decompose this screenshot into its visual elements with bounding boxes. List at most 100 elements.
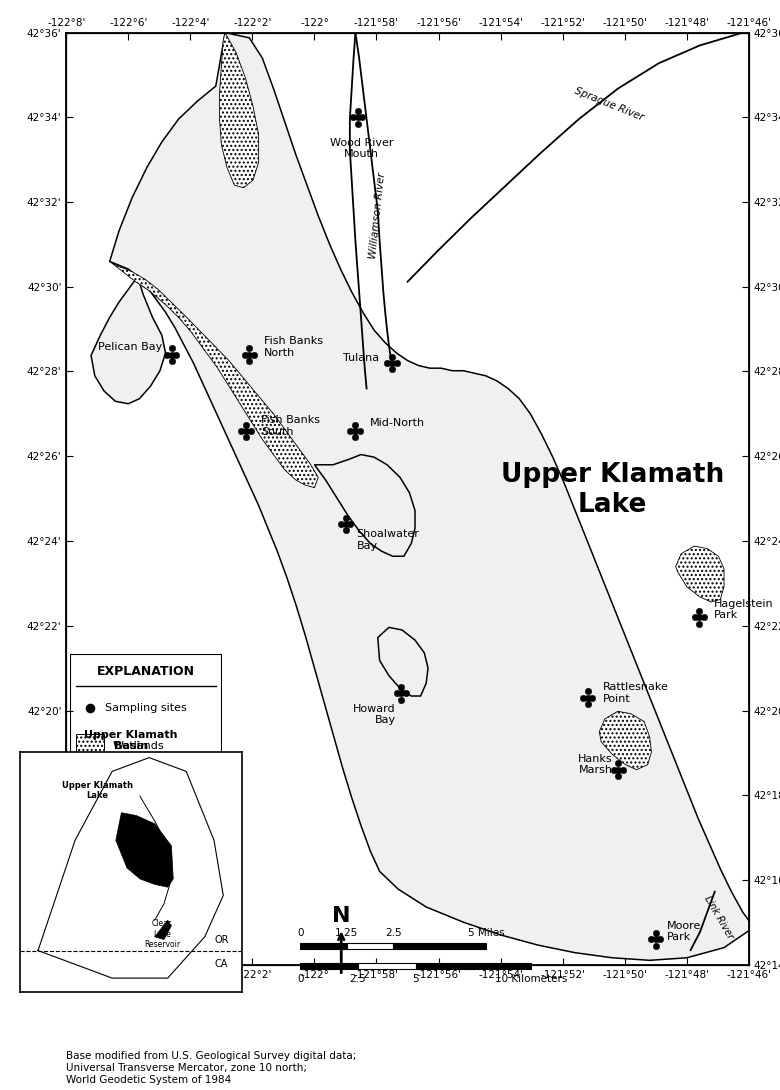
Text: Howard
Bay: Howard Bay <box>353 704 395 725</box>
Text: 5 Miles: 5 Miles <box>468 929 505 938</box>
Point <box>612 761 625 778</box>
Text: Upper Klamath
Lake: Upper Klamath Lake <box>62 782 133 800</box>
Point <box>347 109 360 126</box>
Bar <box>347 943 393 949</box>
Text: Pelican Bay: Pelican Bay <box>98 342 162 352</box>
Polygon shape <box>110 33 753 960</box>
Point <box>650 924 662 942</box>
Point <box>608 761 620 778</box>
Point <box>395 678 408 695</box>
Text: OR: OR <box>214 935 229 945</box>
Point <box>581 695 594 713</box>
Polygon shape <box>116 813 173 887</box>
Polygon shape <box>154 920 172 940</box>
Text: Shoalwater
Bay: Shoalwater Bay <box>356 529 420 550</box>
Point <box>391 354 403 372</box>
Text: 2.5: 2.5 <box>385 929 402 938</box>
Text: Sprague River: Sprague River <box>573 85 644 122</box>
Point <box>612 754 625 772</box>
Point <box>693 615 706 632</box>
Point <box>581 682 594 700</box>
Text: EXPLANATION: EXPLANATION <box>98 665 195 678</box>
Point <box>693 602 706 619</box>
Point <box>240 428 253 446</box>
Point <box>239 346 251 363</box>
Point <box>391 685 403 702</box>
Text: Moore
Park: Moore Park <box>667 921 701 943</box>
Polygon shape <box>314 455 415 556</box>
Point <box>693 608 706 626</box>
Point <box>353 422 366 439</box>
Text: Base modified from U.S. Geological Survey digital data;
Universal Transverse Mer: Base modified from U.S. Geological Surve… <box>66 1052 356 1085</box>
Text: 5: 5 <box>413 973 419 983</box>
Point <box>581 689 594 706</box>
Text: 10 Kilometers: 10 Kilometers <box>495 973 567 983</box>
Point <box>245 422 257 439</box>
Text: Hanks
Marsh: Hanks Marsh <box>578 754 613 775</box>
Point <box>352 102 364 120</box>
Point <box>161 346 173 363</box>
Point <box>576 689 589 706</box>
Title: Upper Klamath
Basin: Upper Klamath Basin <box>84 729 177 751</box>
Bar <box>393 943 486 949</box>
Point <box>243 352 256 370</box>
Point <box>381 354 394 372</box>
Point <box>356 109 369 126</box>
Point <box>339 509 352 526</box>
Point <box>339 516 352 533</box>
Point <box>650 931 662 948</box>
Point <box>386 354 399 372</box>
Text: Hagelstein
Park: Hagelstein Park <box>714 598 774 620</box>
Point <box>697 608 710 626</box>
Point <box>349 422 361 439</box>
Point <box>240 416 253 434</box>
Point <box>586 689 598 706</box>
Text: Link River: Link River <box>702 894 735 941</box>
Point <box>352 114 364 132</box>
Bar <box>358 962 416 969</box>
Point <box>339 522 352 540</box>
Point <box>349 428 361 446</box>
Point <box>349 416 361 434</box>
Text: Wood River
Mouth: Wood River Mouth <box>330 137 393 159</box>
Polygon shape <box>219 33 259 187</box>
Point <box>165 346 178 363</box>
Text: Upper Klamath
Lake: Upper Klamath Lake <box>501 462 724 518</box>
Point <box>236 422 248 439</box>
Text: 2.5: 2.5 <box>349 973 367 983</box>
Point <box>645 931 658 948</box>
Polygon shape <box>110 262 318 487</box>
Bar <box>416 962 531 969</box>
Bar <box>300 962 358 969</box>
Point <box>243 346 256 363</box>
Text: Williamson River: Williamson River <box>368 172 387 259</box>
Text: Fish Banks
North: Fish Banks North <box>264 337 323 358</box>
Point <box>395 685 408 702</box>
Point <box>344 422 356 439</box>
Text: Wetlands: Wetlands <box>113 740 165 751</box>
Text: 1.25: 1.25 <box>335 929 358 938</box>
Text: Fish Banks
South: Fish Banks South <box>261 415 320 437</box>
Text: CA: CA <box>214 959 228 969</box>
Polygon shape <box>599 712 651 770</box>
Point <box>240 422 253 439</box>
Point <box>248 346 261 363</box>
Point <box>395 691 408 709</box>
Point <box>386 348 399 365</box>
Text: Mid-North: Mid-North <box>370 419 425 428</box>
Bar <box>76 735 104 760</box>
Point <box>654 931 667 948</box>
Point <box>170 346 183 363</box>
Point <box>612 767 625 785</box>
Point <box>335 516 347 533</box>
Point <box>650 937 662 955</box>
Text: Clear
Lake
Reservoir: Clear Lake Reservoir <box>144 919 180 949</box>
Point <box>344 516 356 533</box>
Point <box>165 340 178 358</box>
Point <box>83 699 96 716</box>
Point <box>243 340 256 358</box>
Polygon shape <box>378 628 428 697</box>
Point <box>617 761 629 778</box>
Text: 0: 0 <box>297 929 303 938</box>
Polygon shape <box>675 546 724 602</box>
